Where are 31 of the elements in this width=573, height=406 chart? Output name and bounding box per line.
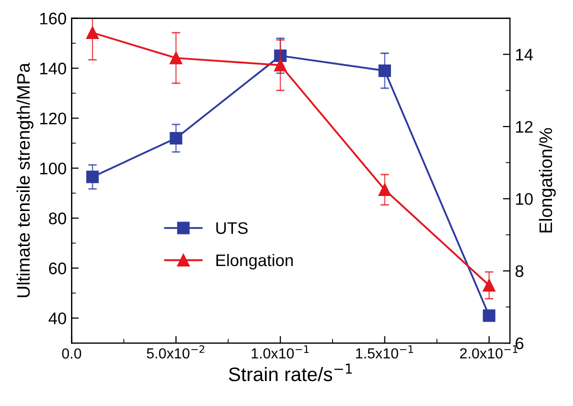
point xyxy=(482,309,496,322)
x-tick-label: 5.0x10$^{−2}$ xyxy=(146,345,204,359)
x-tick-label: 1.5x10$^{−1}$ xyxy=(356,345,414,359)
y2-tick-label: 6 xyxy=(516,337,524,350)
x-axis-title: Strain rate/s$^{−1}$ xyxy=(228,364,352,382)
point xyxy=(86,170,99,184)
point xyxy=(170,132,182,144)
legend-label: UTS xyxy=(216,222,248,234)
point xyxy=(170,52,182,64)
y-tick-label: 120 xyxy=(40,112,66,124)
point xyxy=(482,279,496,292)
point xyxy=(378,183,391,196)
y-axis-title: Ultimate tensile strength/MPa xyxy=(16,62,34,298)
point xyxy=(274,58,287,72)
y-tick-label: 100 xyxy=(40,162,66,174)
x-tick-label: 2.0x10$^{−1}$ xyxy=(460,345,518,359)
y2-tick-label: 10 xyxy=(516,193,533,205)
y-tick-label: 160 xyxy=(40,12,66,24)
x-tick-label: 1.0x10$^{−1}$ xyxy=(252,345,309,359)
y-tick-label: 40 xyxy=(48,312,66,324)
point xyxy=(86,26,99,39)
x-tick-label: 0.0 xyxy=(62,348,82,359)
y-tick-label: 140 xyxy=(40,62,66,74)
legend-label: Elongation xyxy=(216,254,293,270)
y2-tick-label: 12 xyxy=(516,120,533,133)
y2-tick-label: 14 xyxy=(516,48,533,60)
point xyxy=(378,64,391,77)
y2-axis-title: Elongation/% xyxy=(538,128,556,232)
y2-tick-label: 8 xyxy=(516,265,524,278)
y-tick-label: 80 xyxy=(48,212,66,224)
y-tick-label: 60 xyxy=(49,262,66,274)
